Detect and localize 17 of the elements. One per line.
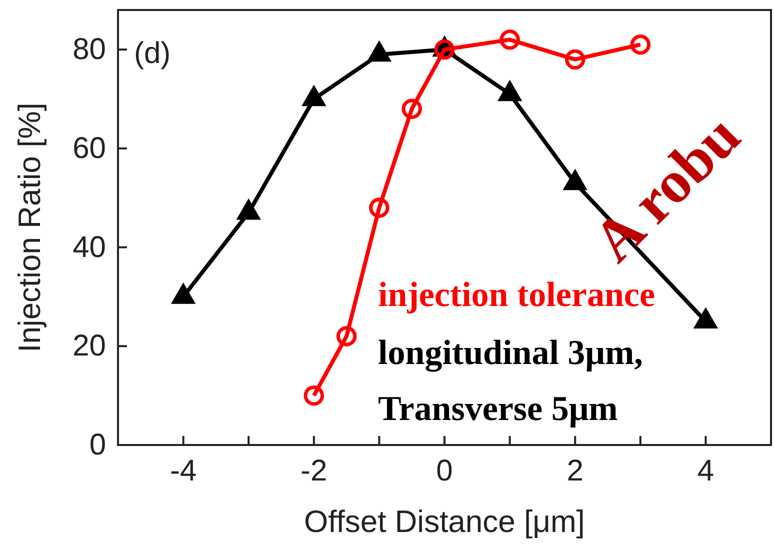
x-tick-label: -2 <box>300 454 328 488</box>
y-tick-label: 0 <box>89 428 106 462</box>
x-tick-label: 0 <box>436 454 453 488</box>
y-tick-label: 20 <box>72 330 106 363</box>
y-axis-title: Injection Ratio [%] <box>12 102 47 352</box>
x-axis-title: Offset Distance [μm] <box>304 504 585 539</box>
annotation: Transverse 5μm <box>378 389 618 428</box>
y-tick-label: 80 <box>72 33 106 66</box>
annotation: longitudinal 3μm, <box>378 333 643 372</box>
y-tick-label: 60 <box>72 132 106 166</box>
x-tick-label: -4 <box>170 454 197 488</box>
annotation: A robu <box>580 102 753 274</box>
y-tick-label: 40 <box>72 230 106 264</box>
annotation: (d) <box>134 37 171 70</box>
annotation: injection tolerance <box>378 275 655 314</box>
x-tick-label: 2 <box>566 454 584 488</box>
x-tick-label: 4 <box>697 454 714 488</box>
